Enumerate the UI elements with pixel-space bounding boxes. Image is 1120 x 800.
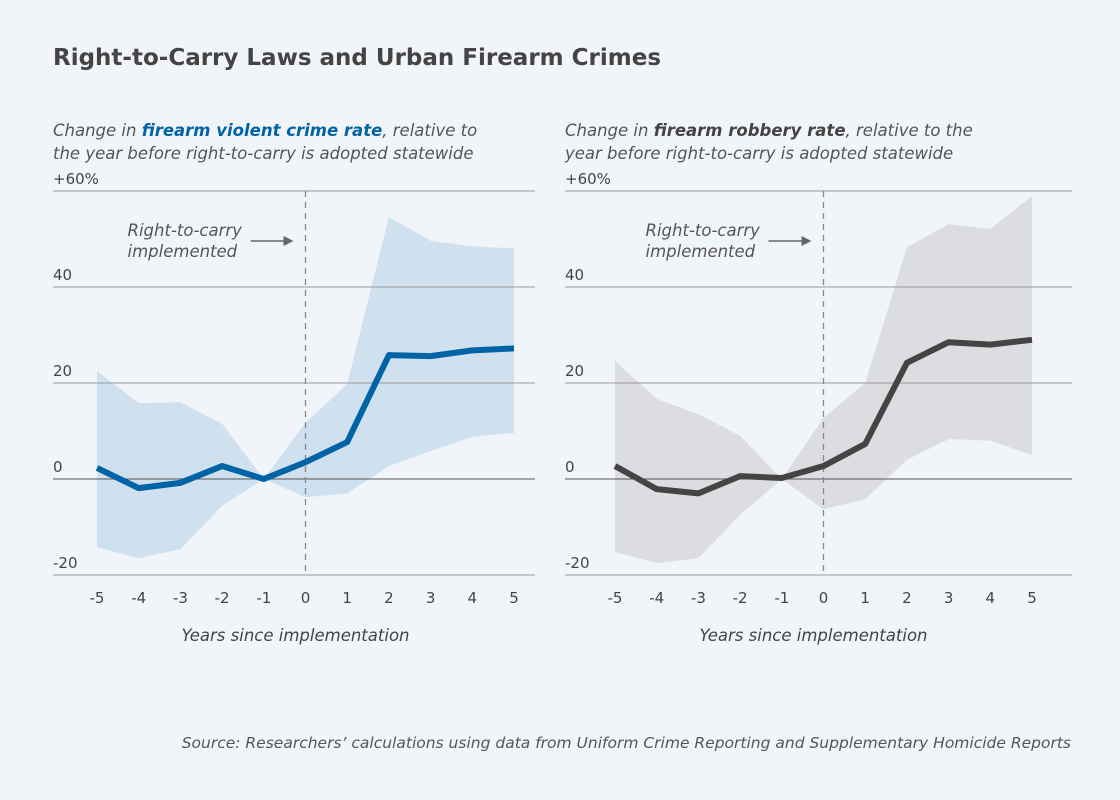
x-axis-label: Years since implementation — [700, 626, 928, 645]
x-tick-label: 5 — [509, 589, 519, 607]
x-tick-label: -4 — [649, 589, 664, 607]
subtitle-text: Change in — [565, 121, 654, 140]
x-tick-label: -4 — [131, 589, 146, 607]
x-tick-label: -3 — [691, 589, 706, 607]
subtitle-text: Change in — [53, 121, 142, 140]
confidence-band — [615, 195, 1032, 564]
x-tick-label: 1 — [342, 589, 352, 607]
x-tick-label: 3 — [426, 589, 436, 607]
annotation-text: Right-to-carry — [128, 221, 243, 240]
subtitle-highlight: firearm violent crime rate — [142, 121, 383, 140]
x-axis-label: Years since implementation — [182, 626, 410, 645]
subtitle-text: , relative to the — [846, 121, 973, 140]
panel-firearm-robbery: Change in firearm robbery rate, relative… — [564, 121, 1072, 645]
x-tick-label: 0 — [819, 589, 829, 607]
subtitle-line2: year before right-to-carry is adopted st… — [564, 144, 953, 163]
source-note: Source: Researchers’ calculations using … — [182, 734, 1071, 752]
x-tick-label: 5 — [1027, 589, 1037, 607]
subtitle-highlight: firearm robbery rate — [654, 121, 846, 140]
y-tick-label: 20 — [53, 362, 72, 380]
x-tick-label: -2 — [215, 589, 230, 607]
y-tick-label: 0 — [53, 458, 63, 476]
subtitle-line1: Change in firearm robbery rate, relative… — [565, 121, 973, 140]
x-tick-label: -5 — [90, 589, 105, 607]
y-tick-label: 40 — [565, 266, 584, 284]
x-tick-label: -5 — [608, 589, 623, 607]
y-tick-label: -20 — [565, 554, 590, 572]
x-tick-label: -2 — [733, 589, 748, 607]
subtitle-line2: the year before right-to-carry is adopte… — [53, 144, 474, 163]
panel-firearm-violent-crime: Change in firearm violent crime rate, re… — [53, 121, 535, 645]
arrow-head-icon — [283, 236, 294, 246]
arrow-head-icon — [801, 236, 812, 246]
x-tick-label: 1 — [860, 589, 870, 607]
y-tick-label: +60% — [565, 170, 611, 188]
y-tick-label: +60% — [53, 170, 99, 188]
x-tick-label: 2 — [384, 589, 394, 607]
x-tick-label: 0 — [301, 589, 311, 607]
x-tick-label: 4 — [986, 589, 996, 607]
x-tick-label: -1 — [774, 589, 789, 607]
annotation-text: implemented — [646, 242, 756, 261]
annotation-text: implemented — [128, 242, 238, 261]
x-tick-label: 4 — [468, 589, 478, 607]
y-tick-label: 0 — [565, 458, 575, 476]
x-tick-label: 2 — [902, 589, 912, 607]
y-tick-label: 40 — [53, 266, 72, 284]
x-tick-label: -1 — [256, 589, 271, 607]
x-tick-label: 3 — [944, 589, 954, 607]
chart-title: Right-to-Carry Laws and Urban Firearm Cr… — [53, 45, 661, 71]
subtitle-text: , relative to — [382, 121, 477, 140]
x-tick-label: -3 — [173, 589, 188, 607]
y-tick-label: 20 — [565, 362, 584, 380]
annotation-text: Right-to-carry — [646, 221, 761, 240]
y-tick-label: -20 — [53, 554, 78, 572]
subtitle-line1: Change in firearm violent crime rate, re… — [53, 121, 477, 140]
